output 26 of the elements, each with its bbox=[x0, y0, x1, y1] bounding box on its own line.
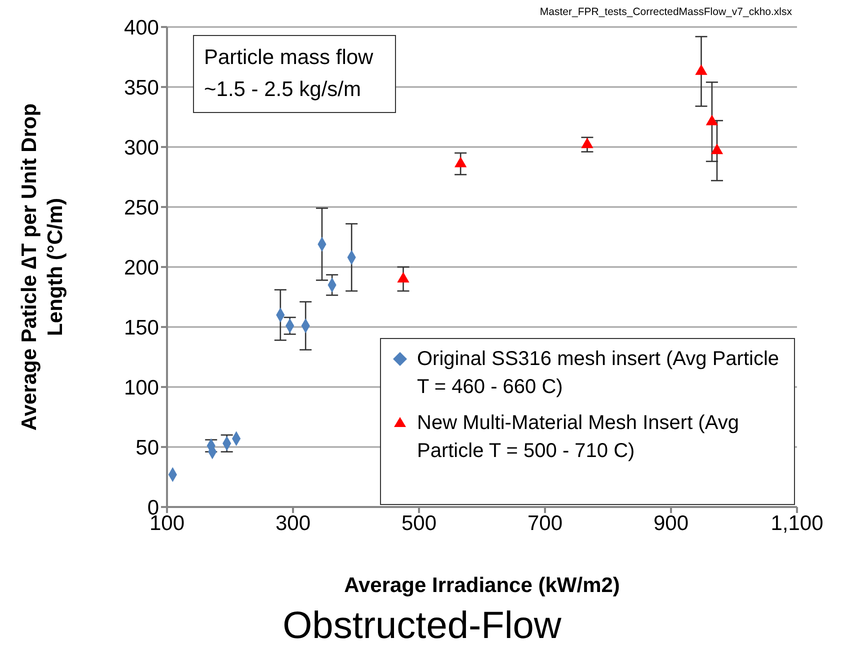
x-tick-label: 900 bbox=[653, 512, 689, 535]
text: Master_FPR_tests_CorrectedMassFlow_v7_ckho.xlsx bbox=[540, 6, 792, 18]
x-tick-label: 300 bbox=[275, 512, 311, 535]
point bbox=[581, 138, 594, 148]
text: Obstructed-Flow bbox=[282, 605, 562, 648]
note-box: Particle mass flow ~1.5 - 2.5 kg/s/m bbox=[193, 35, 396, 113]
point bbox=[706, 114, 718, 126]
y-axis-title: Average Paticle ∆T per Unit Drop Length (°C/m) bbox=[18, 103, 67, 431]
legend-label: New Multi-Material Mesh Insert (Avg Particle T = 500 - 710 C) bbox=[417, 411, 740, 464]
point bbox=[397, 272, 410, 283]
x-axis-title: Average Irradiance (kW/m2) bbox=[344, 574, 620, 597]
x-tick-label: 500 bbox=[401, 512, 437, 535]
point bbox=[695, 64, 708, 75]
x-tick-label: 1,100 bbox=[770, 512, 824, 535]
y-tick-label: 150 bbox=[124, 316, 159, 340]
y-tick-label: 400 bbox=[124, 16, 159, 40]
legend-label: Original SS316 mesh insert (Avg Particle T = 460 - 660 C) bbox=[417, 347, 780, 400]
y-tick-label: 200 bbox=[124, 256, 159, 280]
y-tick-label: 50 bbox=[136, 436, 159, 460]
point bbox=[710, 144, 724, 154]
x-tick-label: 700 bbox=[527, 512, 563, 535]
y-tick-label: 300 bbox=[124, 136, 159, 160]
y-tick-label: 350 bbox=[124, 76, 159, 100]
y-tick-label: 250 bbox=[124, 196, 159, 220]
point bbox=[454, 156, 467, 168]
y-tick-label: 100 bbox=[124, 376, 159, 400]
